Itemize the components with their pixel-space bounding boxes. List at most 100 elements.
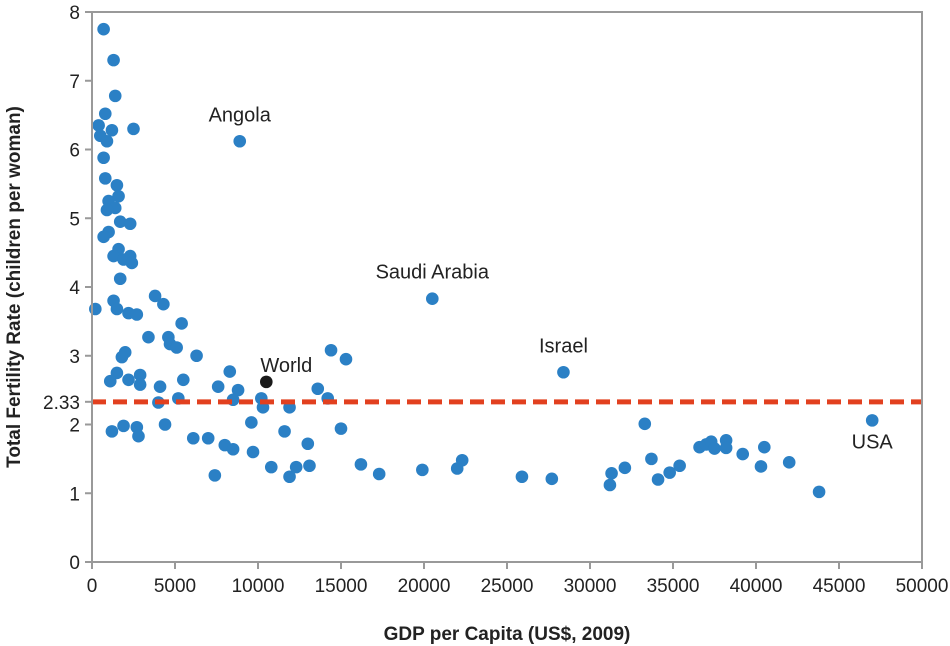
data-point [132, 429, 145, 443]
labeled-point [233, 134, 247, 148]
data-point [246, 445, 260, 459]
data-point [289, 460, 303, 474]
data-point [651, 473, 665, 486]
data-point [515, 470, 529, 484]
data-point [133, 368, 147, 382]
y-axis-title: Total Fertility Rate (children per woman… [4, 106, 25, 468]
data-point [153, 380, 167, 393]
data-point [186, 431, 200, 445]
y-tick-label: 7 [69, 72, 80, 93]
data-point [97, 22, 110, 36]
data-point [283, 470, 296, 484]
data-point [115, 350, 129, 364]
data-point [89, 302, 102, 316]
x-tick-label: 45000 [813, 576, 866, 597]
reference-line-label: 2.33 [43, 393, 80, 414]
data-point [158, 418, 172, 431]
data-point [231, 383, 245, 397]
x-tick-label: 15000 [315, 576, 368, 597]
data-point [177, 373, 190, 387]
data-point [117, 419, 130, 433]
data-point [100, 203, 114, 217]
labeled-point [557, 365, 570, 379]
data-point [208, 469, 222, 482]
data-point [190, 349, 203, 363]
x-tick-label: 20000 [398, 576, 451, 597]
data-point [157, 297, 170, 311]
data-point [125, 256, 139, 270]
data-point [98, 172, 112, 185]
data-point [127, 122, 140, 136]
data-point [122, 373, 135, 387]
point-label: Israel [539, 335, 588, 357]
data-point [123, 217, 137, 231]
data-point [782, 456, 796, 469]
data-point [673, 459, 686, 473]
point-label: USA [852, 431, 894, 453]
data-point [142, 330, 155, 344]
data-point [663, 466, 676, 479]
data-point [226, 442, 240, 456]
labeled-point [865, 414, 879, 427]
data-point [98, 107, 112, 121]
data-point [175, 317, 188, 330]
data-point [303, 459, 316, 473]
y-tick-label: 4 [69, 278, 80, 299]
data-point [112, 189, 125, 203]
y-tick-label: 6 [69, 141, 80, 162]
x-tick-label: 25000 [481, 576, 534, 597]
data-point [105, 123, 119, 137]
x-tick-label: 40000 [730, 576, 783, 597]
y-tick-label: 1 [69, 484, 80, 505]
data-point [311, 382, 325, 396]
point-annotations: Angola Saudi Arabia Israel USA World [209, 104, 894, 453]
data-point [201, 431, 215, 445]
data-point [97, 151, 110, 165]
data-point [223, 365, 237, 378]
data-point [301, 437, 315, 451]
data-point [100, 134, 114, 148]
data-point [211, 380, 225, 393]
data-point [324, 343, 338, 357]
data-point [545, 472, 559, 486]
data-point [645, 452, 658, 466]
data-point [97, 230, 110, 244]
x-tick-label: 10000 [232, 576, 285, 597]
point-label: Angola [209, 104, 272, 126]
data-point [264, 460, 278, 474]
data-point [372, 467, 386, 481]
data-point [719, 441, 733, 455]
data-point [245, 416, 258, 429]
data-point [105, 425, 119, 438]
x-axis-ticks: 0 5000 10000 15000 20000 25000 30000 35000 40000… [87, 562, 949, 597]
y-tick-label: 0 [69, 553, 80, 574]
data-point [107, 53, 120, 67]
data-point [354, 458, 368, 471]
data-point [758, 440, 771, 454]
data-point [605, 467, 618, 480]
data-point [754, 460, 768, 473]
y-tick-label: 5 [69, 209, 80, 230]
data-point [334, 422, 348, 435]
data-point [133, 378, 147, 391]
data-point [110, 302, 124, 316]
data-point [113, 215, 127, 228]
data-point [170, 341, 183, 354]
plot-frame [91, 11, 923, 563]
data-point [103, 374, 117, 388]
y-tick-label: 3 [69, 347, 80, 368]
data-point [108, 89, 122, 103]
data-point [110, 178, 124, 192]
x-tick-label: 50000 [896, 576, 949, 597]
data-point [416, 463, 429, 477]
data-point [708, 442, 721, 455]
data-point [603, 478, 617, 492]
y-tick-label: 2 [69, 416, 80, 437]
data-point [92, 119, 105, 132]
point-label: World [260, 355, 312, 377]
data-point [113, 272, 127, 286]
data-point [148, 289, 162, 303]
world-point [260, 375, 273, 389]
data-points [89, 22, 826, 499]
x-tick-label: 0 [87, 576, 98, 597]
